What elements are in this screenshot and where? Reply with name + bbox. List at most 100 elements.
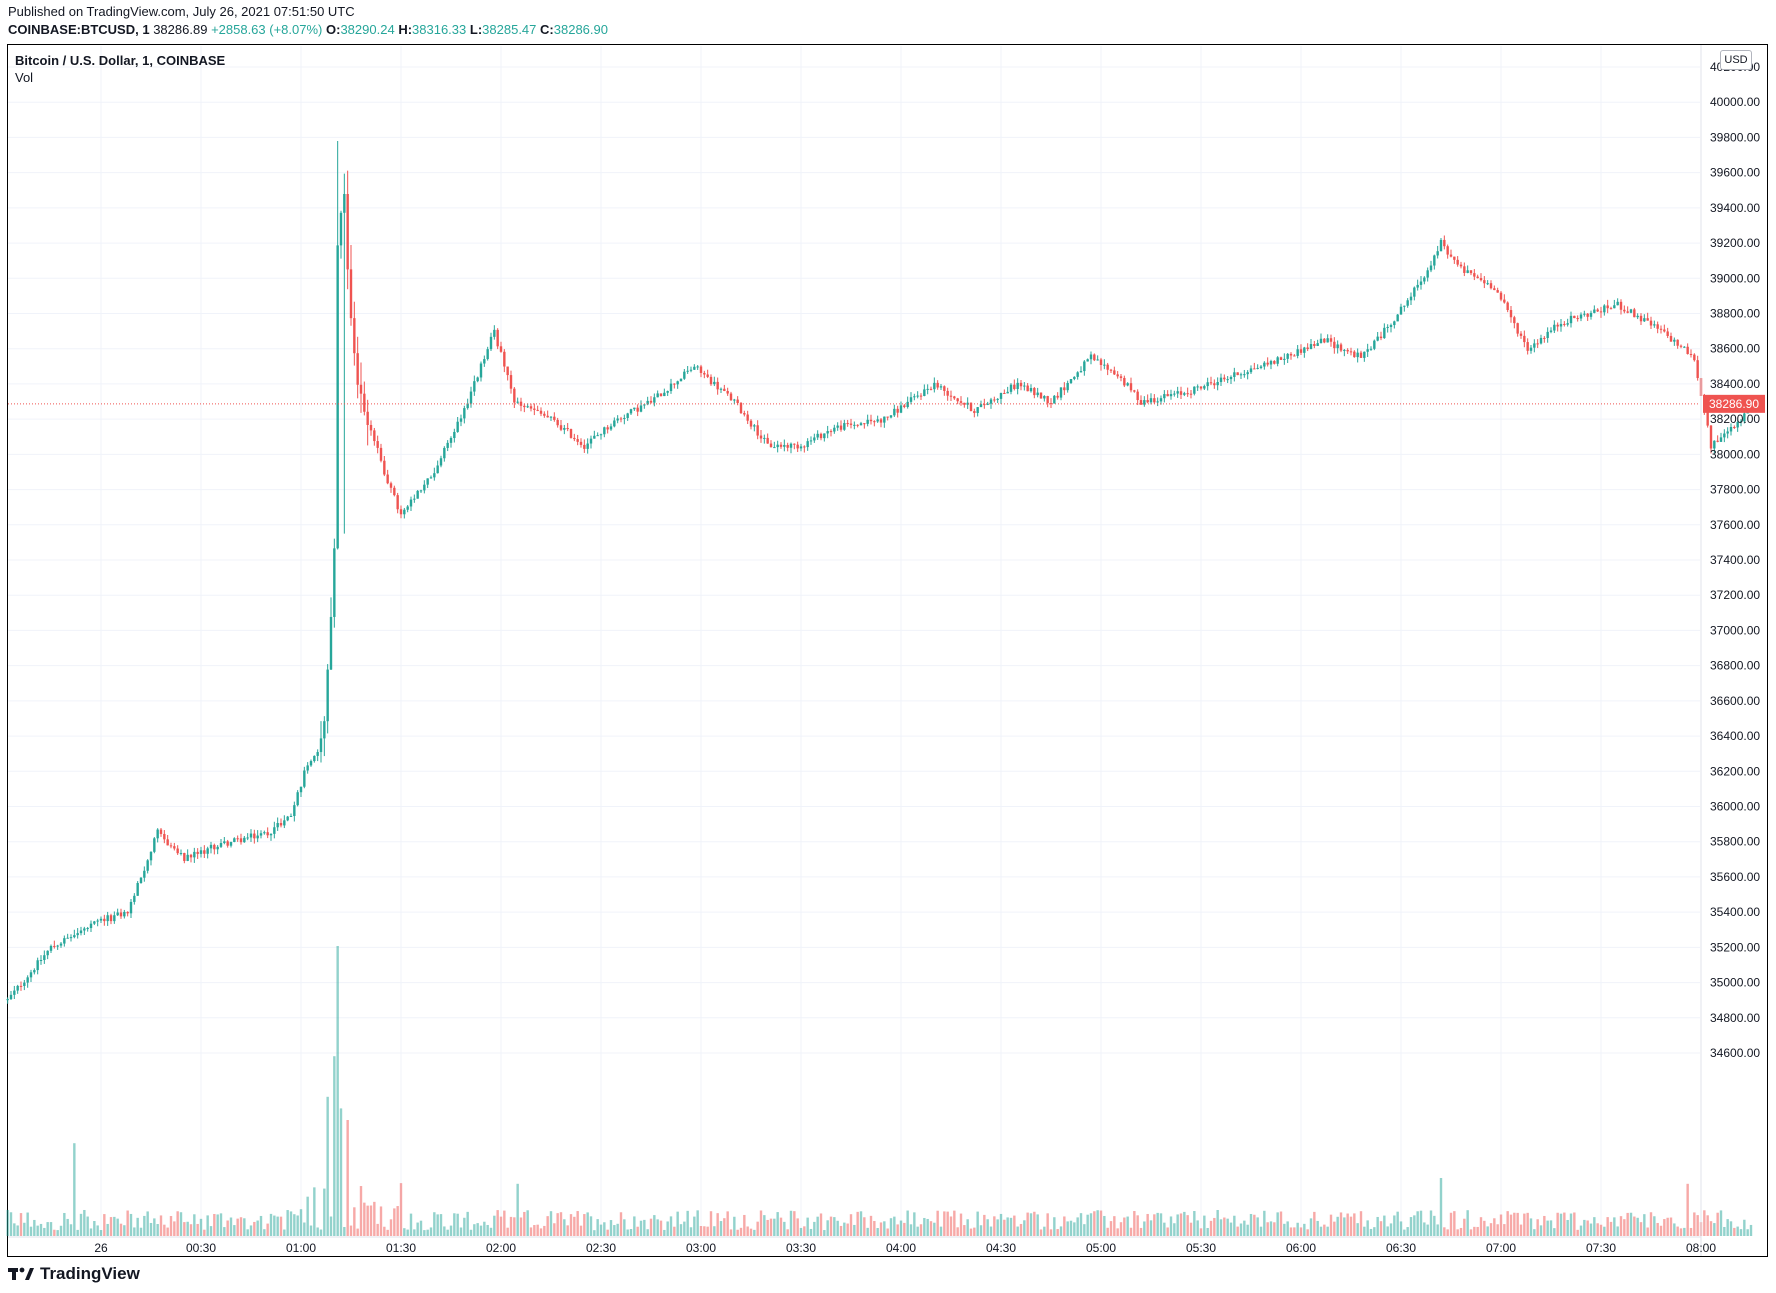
- candle-body: [1429, 265, 1433, 271]
- volume-bar: [1213, 1217, 1216, 1236]
- candle-body: [1143, 400, 1146, 405]
- candle: [1189, 390, 1193, 399]
- volume-bar: [726, 1211, 729, 1236]
- candle: [1536, 339, 1539, 349]
- candle-body: [986, 403, 989, 405]
- candle-body: [443, 447, 446, 459]
- time-scale[interactable]: 26 00:30 01:00 01:30 02:00 02:30 03:00 03:30 04:…: [94, 1241, 1716, 1255]
- currency-badge[interactable]: USD: [1720, 50, 1752, 70]
- candle: [1493, 285, 1496, 291]
- volume-bar: [803, 1226, 806, 1236]
- volume-bar: [13, 1223, 16, 1236]
- candle-body: [403, 509, 406, 515]
- volume-bar: [259, 1215, 263, 1236]
- candle-body: [1333, 341, 1336, 349]
- candle: [1209, 376, 1213, 386]
- time-tick-label: 04:00: [886, 1241, 916, 1255]
- candle-body: [1033, 388, 1036, 396]
- candle-body: [323, 721, 326, 739]
- candle-body: [1476, 276, 1479, 279]
- candle: [1159, 395, 1163, 405]
- candle: [433, 467, 436, 481]
- volume-bar: [186, 1221, 189, 1236]
- candle: [469, 386, 473, 408]
- candle-body: [576, 439, 579, 442]
- candle-body: [99, 918, 103, 921]
- candle: [1503, 294, 1506, 304]
- candle-body: [1506, 302, 1509, 311]
- volume-bar: [729, 1229, 733, 1236]
- candle-body: [1149, 398, 1153, 403]
- candle: [1516, 322, 1519, 337]
- volume-bar: [1666, 1217, 1669, 1236]
- volume-bar: [993, 1216, 996, 1236]
- volume-bar: [1246, 1224, 1249, 1236]
- time-tick-label: 01:00: [286, 1241, 316, 1255]
- candle: [1656, 321, 1659, 334]
- volume-bar: [516, 1183, 519, 1236]
- volume-bar: [703, 1226, 706, 1236]
- candle-body: [1259, 366, 1263, 368]
- volume-bar: [699, 1226, 703, 1236]
- candle-body: [883, 416, 886, 423]
- candle: [1649, 316, 1653, 329]
- candle: [1356, 348, 1359, 363]
- candle: [1386, 324, 1389, 333]
- price-scale[interactable]: 40200.0040000.0039800.0039600.0039400.00…: [1710, 60, 1760, 1060]
- candle-body: [656, 393, 659, 398]
- volume-bar: [1413, 1215, 1416, 1236]
- volume-bar: [1729, 1221, 1733, 1236]
- candle-body: [133, 895, 136, 902]
- candle-body: [476, 377, 479, 382]
- candle-body: [426, 478, 429, 485]
- candle-body: [1246, 372, 1249, 375]
- candle: [1436, 245, 1439, 259]
- volume-bar: [533, 1225, 536, 1236]
- candle-body: [796, 444, 799, 449]
- candle-body: [1629, 309, 1633, 313]
- candle: [793, 443, 796, 450]
- candle-body: [633, 407, 636, 410]
- candle-body: [1503, 299, 1506, 303]
- candle-body: [423, 484, 426, 491]
- candle-body: [703, 372, 706, 375]
- volume-bar: [1539, 1225, 1543, 1236]
- candle-body: [1613, 305, 1616, 309]
- candle-body: [479, 363, 483, 378]
- candle: [1096, 355, 1099, 361]
- volume-bar: [23, 1222, 26, 1236]
- candle: [479, 361, 483, 382]
- candle: [983, 398, 986, 409]
- volume-bar: [539, 1228, 543, 1236]
- volume-bar: [1683, 1227, 1686, 1236]
- candle: [1473, 269, 1476, 281]
- volume-bar: [256, 1220, 259, 1236]
- candle: [1623, 305, 1626, 314]
- volume-bar: [1056, 1229, 1059, 1236]
- candle-body: [1739, 421, 1743, 423]
- volume-bar: [526, 1210, 529, 1236]
- candle-body: [939, 386, 943, 388]
- volume-bar: [1046, 1213, 1049, 1236]
- candle: [1353, 350, 1356, 358]
- volume-bar: [316, 1227, 319, 1236]
- candle-body: [123, 911, 126, 917]
- candle: [29, 969, 33, 982]
- candle-body: [1733, 427, 1736, 429]
- candle-body: [356, 353, 359, 385]
- candle-body: [316, 752, 319, 756]
- candle-body: [1146, 400, 1149, 403]
- candle-body: [786, 444, 789, 448]
- candle: [1723, 429, 1726, 443]
- candle: [706, 369, 709, 379]
- volume-bar: [1596, 1223, 1599, 1236]
- candle-body: [929, 388, 933, 390]
- time-tick-label: 05:30: [1186, 1241, 1216, 1255]
- candle-body: [1559, 323, 1563, 327]
- volume-bar: [1613, 1217, 1616, 1236]
- candle: [709, 374, 713, 386]
- candle-body: [386, 474, 389, 484]
- candle-body: [516, 401, 519, 403]
- candle-body: [319, 738, 323, 753]
